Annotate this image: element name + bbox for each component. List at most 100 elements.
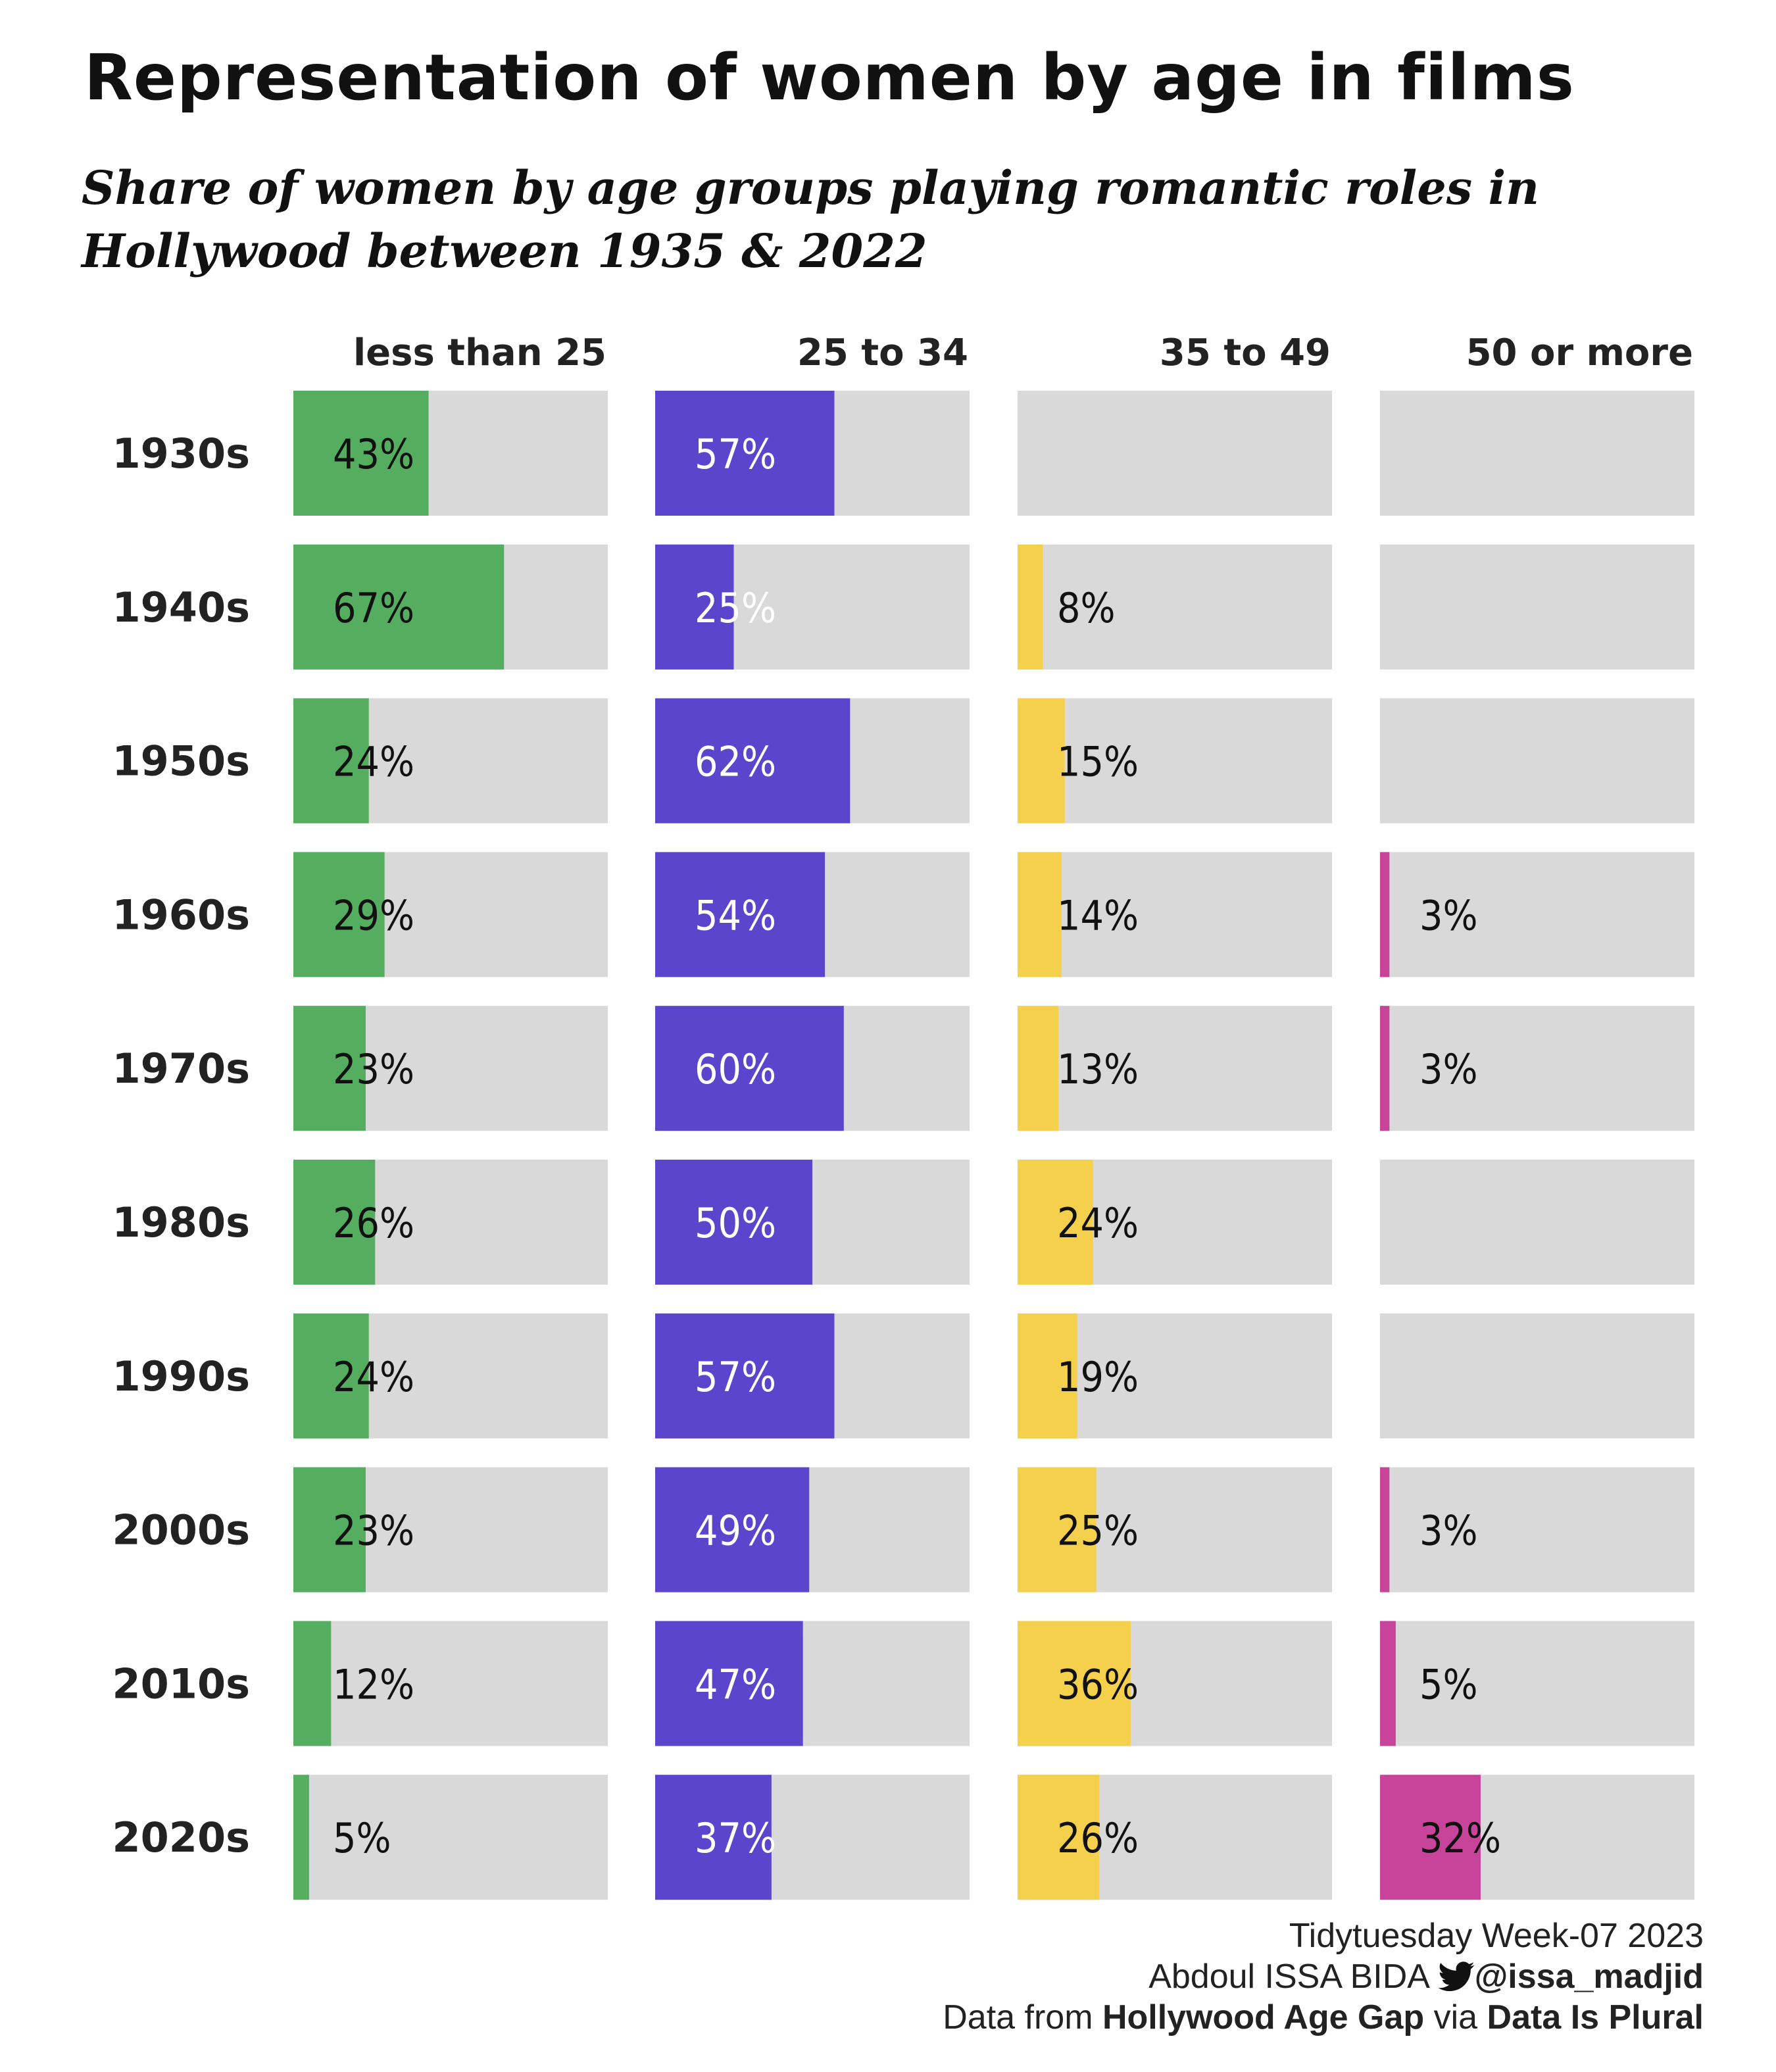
bar-1970s-35-to-49 <box>1018 1006 1059 1131</box>
bar-1980s-25-to-34 <box>655 1160 812 1285</box>
bar-2000s-25-to-34 <box>655 1467 810 1592</box>
bar-2010s-less-than-25 <box>293 1621 332 1746</box>
row-label-1980s: 1980s <box>112 1198 250 1246</box>
caption-handle: @issa_madjid <box>1474 1958 1704 1996</box>
row-label-1940s: 1940s <box>112 583 250 631</box>
bar-1970s-50-or-more <box>1380 1006 1390 1131</box>
data-label-2020s-35-to-49: 26% <box>1057 1814 1139 1862</box>
data-label-1980s-less-than-25: 26% <box>333 1199 414 1247</box>
row-label-1990s: 1990s <box>112 1352 250 1400</box>
data-label-1940s-35-to-49: 8% <box>1057 584 1116 632</box>
data-label-1950s-25-to-34: 62% <box>695 738 776 786</box>
bar-track-1960s-50-or-more <box>1380 852 1694 977</box>
data-label-2000s-less-than-25: 23% <box>333 1507 414 1555</box>
bar-track-1950s-50-or-more <box>1380 698 1694 824</box>
data-label-1940s-25-to-34: 25% <box>695 584 776 632</box>
bar-2020s-35-to-49 <box>1018 1775 1100 1900</box>
bar-2020s-less-than-25 <box>293 1775 309 1900</box>
bar-1950s-less-than-25 <box>293 698 369 824</box>
bar-1950s-35-to-49 <box>1018 698 1065 824</box>
data-label-1990s-35-to-49: 19% <box>1057 1353 1139 1401</box>
row-label-1960s: 1960s <box>112 891 250 939</box>
bar-track-1930s-50-or-more <box>1380 391 1694 516</box>
caption-data-from: Data from <box>943 1998 1102 2036</box>
data-label-1950s-35-to-49: 15% <box>1057 738 1139 786</box>
bar-1950s-25-to-34 <box>655 698 851 824</box>
bar-2020s-25-to-34 <box>655 1775 772 1900</box>
column-header-35-to-49: 35 to 49 <box>1160 332 1331 374</box>
bar-1990s-35-to-49 <box>1018 1313 1077 1439</box>
caption-via: via <box>1424 1998 1487 2036</box>
bar-track-2010s-50-or-more <box>1380 1621 1694 1746</box>
data-label-1970s-25-to-34: 60% <box>695 1045 776 1093</box>
bar-1960s-25-to-34 <box>655 852 826 977</box>
bar-track-1970s-50-or-more <box>1380 1006 1694 1131</box>
caption-line-3: Data from Hollywood Age Gap via Data Is … <box>943 1997 1704 2038</box>
bar-track-1950s-35-to-49 <box>1018 698 1332 824</box>
bar-track-2000s-50-or-more <box>1380 1467 1694 1592</box>
bar-track-1970s-35-to-49 <box>1018 1006 1332 1131</box>
data-label-1960s-25-to-34: 54% <box>695 891 776 939</box>
bar-track-1940s-35-to-49 <box>1018 544 1332 670</box>
caption-line-2: Abdoul ISSA BIDA @issa_madjid <box>943 1956 1704 1997</box>
data-label-1960s-50-or-more: 3% <box>1419 891 1478 939</box>
caption-source: Hollywood Age Gap <box>1102 1998 1425 2036</box>
bar-track-2010s-less-than-25 <box>293 1621 608 1746</box>
data-label-1950s-less-than-25: 24% <box>333 738 414 786</box>
data-label-1990s-25-to-34: 57% <box>695 1353 776 1401</box>
bar-1980s-less-than-25 <box>293 1160 376 1285</box>
bar-1990s-less-than-25 <box>293 1313 369 1439</box>
data-label-2010s-50-or-more: 5% <box>1419 1660 1478 1708</box>
bar-1970s-25-to-34 <box>655 1006 844 1131</box>
caption-line-1: Tidytuesday Week-07 2023 <box>1289 1917 1704 1955</box>
bar-1940s-35-to-49 <box>1018 544 1043 670</box>
bar-1980s-35-to-49 <box>1018 1160 1093 1285</box>
column-header-50-or-more: 50 or more <box>1466 332 1693 374</box>
bar-2000s-50-or-more <box>1380 1467 1390 1592</box>
data-label-1960s-35-to-49: 14% <box>1057 891 1139 939</box>
row-label-1970s: 1970s <box>112 1045 250 1093</box>
bar-track-2020s-less-than-25 <box>293 1775 608 1900</box>
data-label-1970s-50-or-more: 3% <box>1419 1045 1478 1093</box>
row-label-2000s: 2000s <box>112 1506 250 1554</box>
caption-author: Abdoul ISSA BIDA <box>1148 1958 1438 1996</box>
data-label-1930s-25-to-34: 57% <box>695 430 776 478</box>
row-label-2020s: 2020s <box>112 1813 250 1862</box>
twitter-bird-icon <box>1437 1961 1475 1992</box>
data-label-2010s-35-to-49: 36% <box>1057 1660 1139 1708</box>
caption-via-source: Data Is Plural <box>1487 1998 1704 2036</box>
data-label-2000s-35-to-49: 25% <box>1057 1507 1139 1555</box>
bar-1960s-less-than-25 <box>293 852 385 977</box>
bar-track-1930s-35-to-49 <box>1018 391 1332 516</box>
bar-2010s-35-to-49 <box>1018 1621 1131 1746</box>
bar-1960s-35-to-49 <box>1018 852 1062 977</box>
data-label-1980s-35-to-49: 24% <box>1057 1199 1139 1247</box>
row-label-2010s: 2010s <box>112 1660 250 1708</box>
data-label-2010s-less-than-25: 12% <box>333 1660 414 1708</box>
data-label-2020s-25-to-34: 37% <box>695 1814 776 1862</box>
bar-track-1960s-35-to-49 <box>1018 852 1332 977</box>
data-label-2020s-less-than-25: 5% <box>333 1814 391 1862</box>
bar-1940s-less-than-25 <box>293 544 505 670</box>
data-label-1990s-less-than-25: 24% <box>333 1353 414 1401</box>
data-label-2010s-25-to-34: 47% <box>695 1660 776 1708</box>
bar-2000s-35-to-49 <box>1018 1467 1097 1592</box>
chart-title: Representation of women by age in films <box>84 41 1575 114</box>
bar-2010s-50-or-more <box>1380 1621 1396 1746</box>
bar-track-1940s-50-or-more <box>1380 544 1694 670</box>
column-header-less-than-25: less than 25 <box>353 332 606 374</box>
data-label-1980s-25-to-34: 50% <box>695 1199 776 1247</box>
bar-1930s-25-to-34 <box>655 391 835 516</box>
data-label-2000s-50-or-more: 3% <box>1419 1507 1478 1555</box>
data-label-2020s-50-or-more: 32% <box>1419 1814 1501 1862</box>
bar-2000s-less-than-25 <box>293 1467 366 1592</box>
bar-1940s-25-to-34 <box>655 544 734 670</box>
chart-subtitle: Share of women by age groups playing rom… <box>82 160 1540 278</box>
bar-2020s-50-or-more <box>1380 1775 1481 1900</box>
row-label-1930s: 1930s <box>112 430 250 478</box>
bar-2010s-25-to-34 <box>655 1621 803 1746</box>
row-label-1950s: 1950s <box>112 737 250 785</box>
bar-1970s-less-than-25 <box>293 1006 366 1131</box>
caption: Tidytuesday Week-07 2023 Abdoul ISSA BID… <box>943 1915 1704 2038</box>
